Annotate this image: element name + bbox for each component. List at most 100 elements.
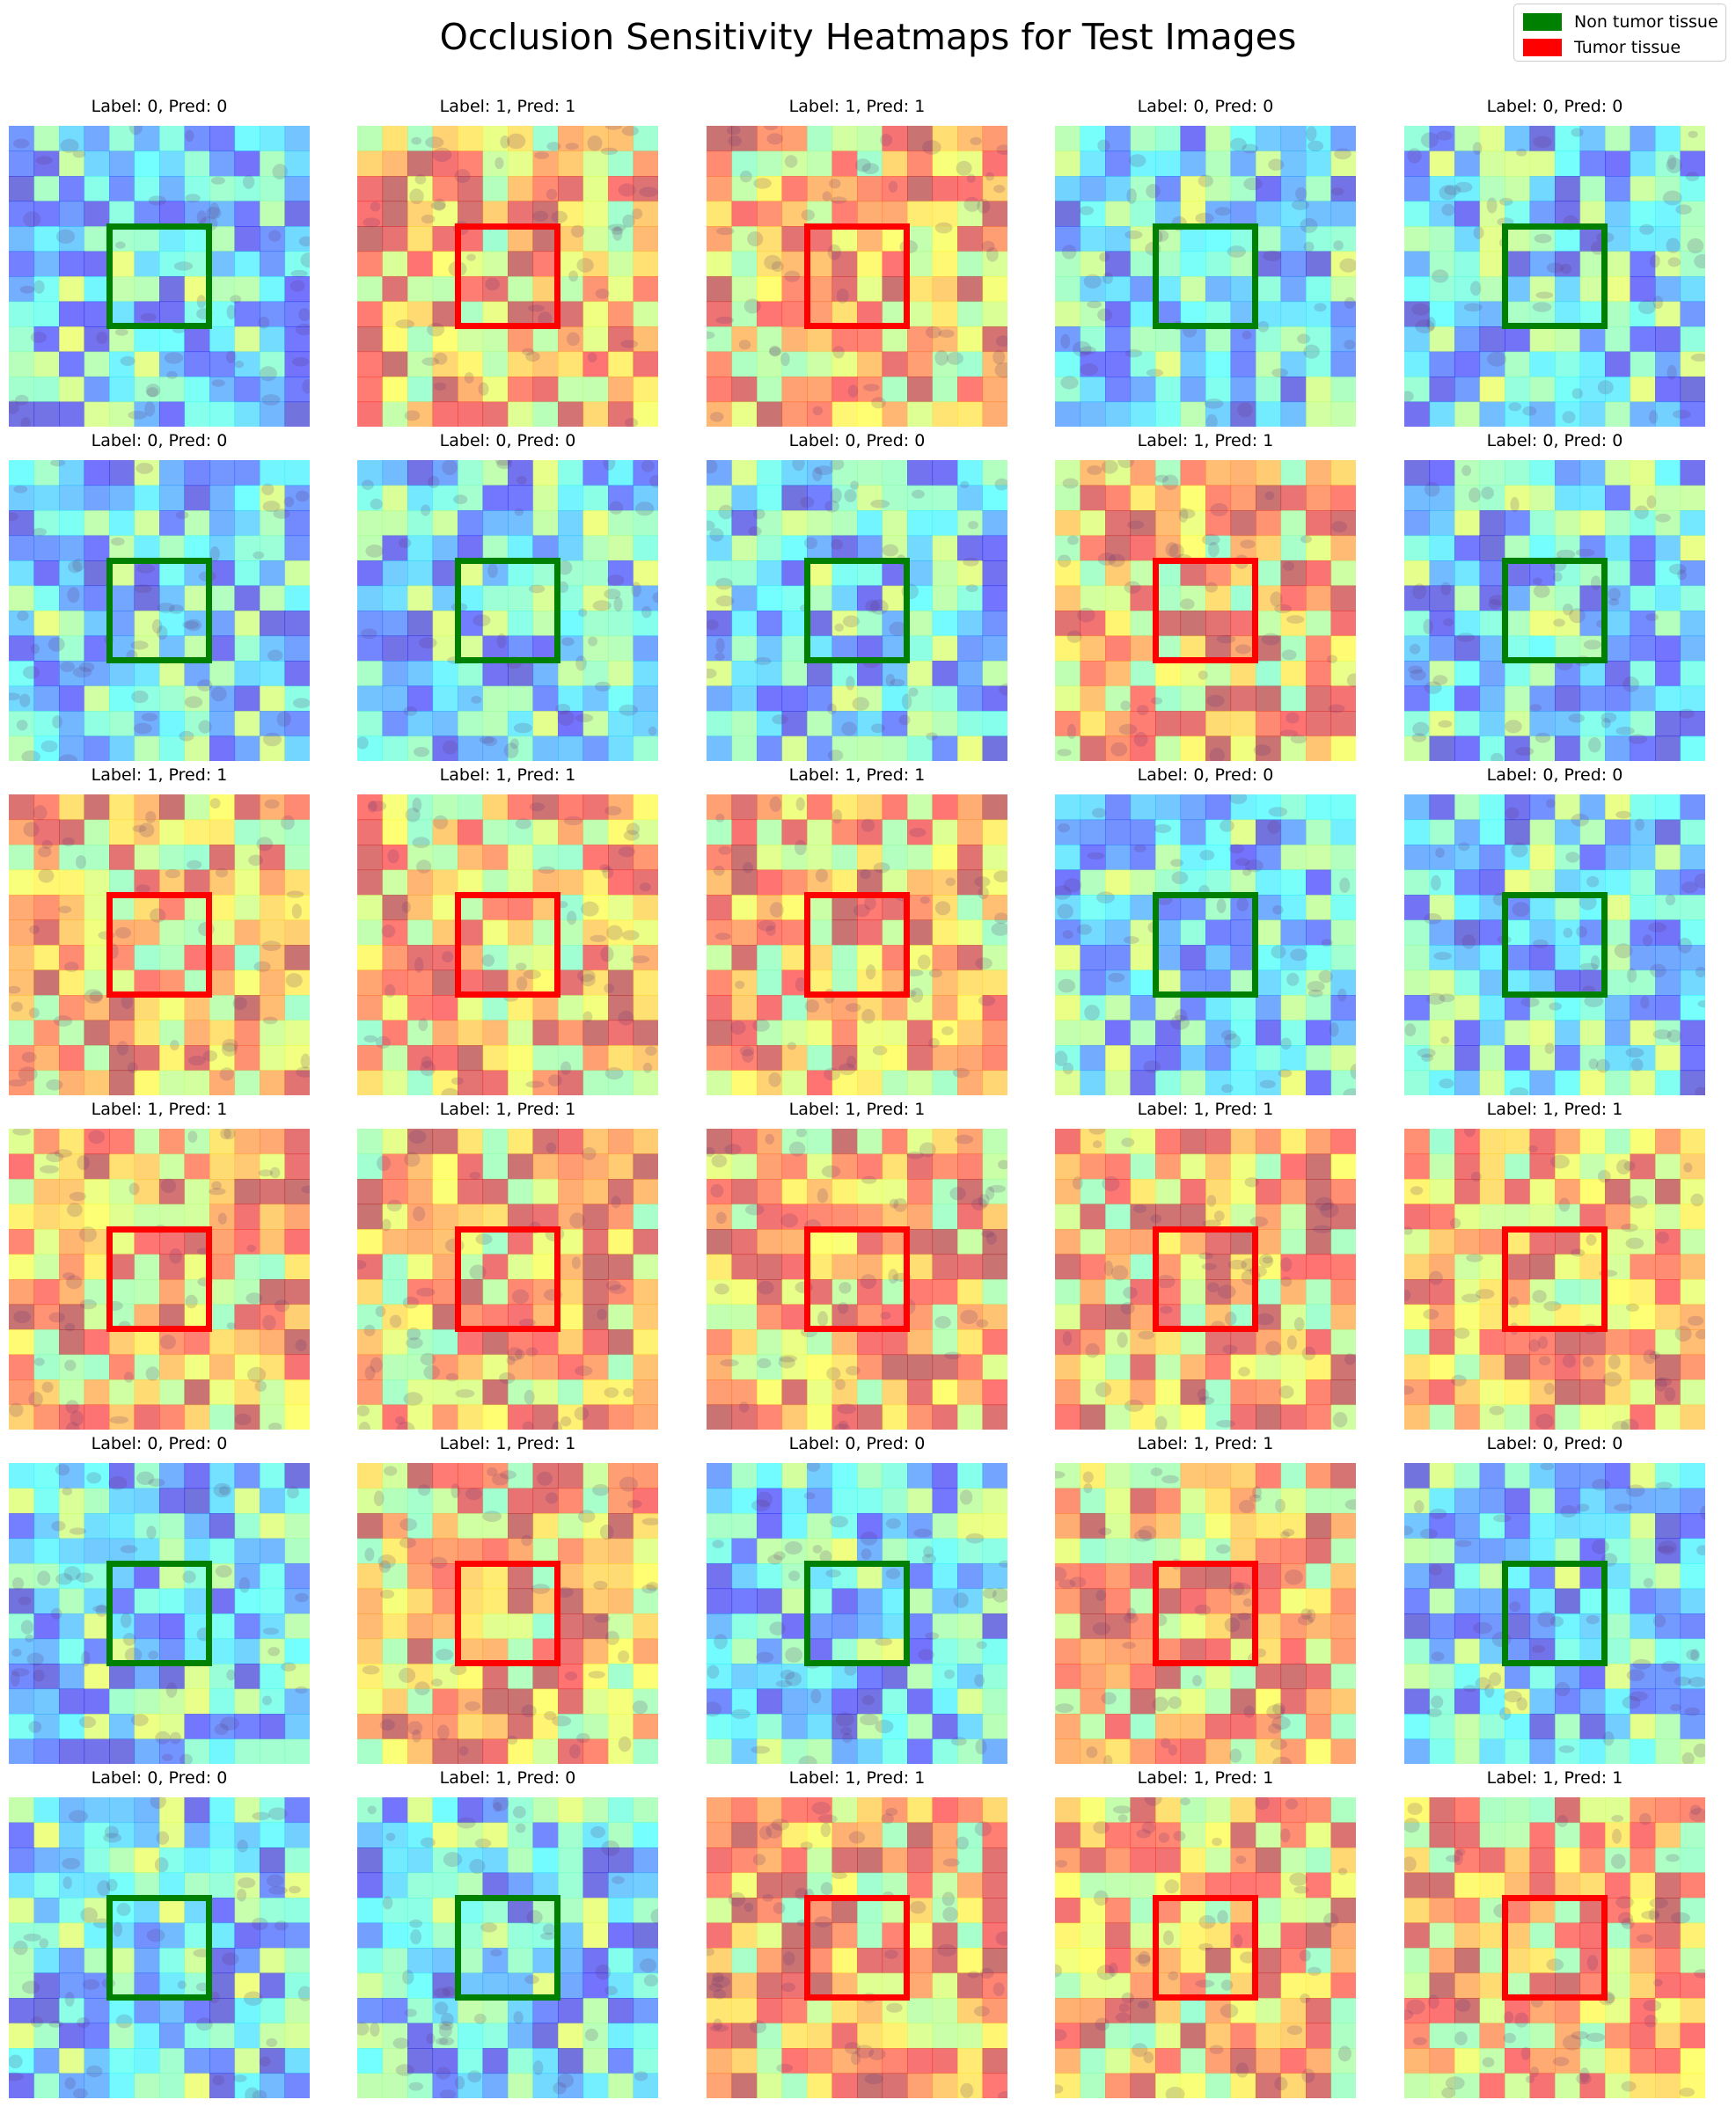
heatmap-image [1055,794,1356,1095]
tissue-nucleus [1612,1421,1630,1430]
heatmap-cell [432,585,458,611]
heatmap-cell [582,1254,609,1280]
heatmap-cell [558,735,584,761]
heatmap-cell [1404,585,1431,611]
tissue-nucleus [511,1289,530,1305]
heatmap-cell [831,1045,858,1072]
heatmap-cell [807,276,833,303]
heatmap-cell [1630,1020,1656,1046]
heatmap-cell [807,1129,833,1155]
heatmap-cell [1105,895,1132,921]
heatmap-cell [508,401,534,427]
tissue-nucleus [893,1197,908,1212]
tissue-nucleus [58,905,72,914]
heatmap-cell [184,1588,210,1614]
heatmap-cell [407,1203,434,1230]
tissue-nucleus [1510,496,1520,513]
tissue-nucleus [79,1299,97,1310]
heatmap-cell [1404,919,1431,946]
tissue-nucleus [148,1650,159,1660]
tissue-nucleus [998,1160,1007,1170]
tissue-nucleus [1423,618,1433,634]
heatmap-cell [382,276,408,303]
heatmap-cell [1605,1229,1631,1255]
heatmap-cell [1256,1404,1282,1430]
heatmap-cell [1630,276,1656,303]
heatmap-cell [1680,485,1705,511]
tissue-nucleus [861,1175,877,1184]
heatmap-cell [1256,1463,1282,1489]
tissue-nucleus [1126,188,1137,204]
heatmap-cell [33,485,60,511]
heatmap-cell [159,1563,186,1590]
heatmap-cell [757,1738,783,1764]
heatmap-cell [731,995,758,1021]
heatmap-cell [1630,819,1656,845]
heatmap-cell [109,1613,136,1640]
heatmap-cell [633,895,658,921]
tissue-nucleus [1126,1607,1136,1620]
heatmap-cell [1055,1664,1081,1690]
heatmap-cell [59,685,85,712]
heatmap-cell [608,377,634,403]
panel-title: Label: 0, Pred: 0 [1137,97,1274,116]
heatmap-cell [159,460,186,487]
heatmap-cell [1605,1153,1631,1180]
tissue-nucleus [428,475,440,488]
heatmap-cell [134,1463,160,1489]
heatmap-cell [458,1179,484,1205]
heatmap-cell [1256,1688,1282,1715]
heatmap-cell [184,585,210,611]
tissue-nucleus [23,822,40,838]
tissue-nucleus [185,618,202,632]
tissue-nucleus [1249,1216,1269,1227]
heatmap-cell [1055,401,1081,427]
heatmap-cell [707,895,733,921]
heatmap-cell [1505,176,1531,202]
heatmap-cell [1680,201,1705,227]
heatmap-cell [558,1354,584,1380]
heatmap-cell [1205,611,1232,637]
heatmap-cell [84,351,110,377]
tissue-nucleus [221,1043,238,1057]
heatmap-cell [781,1179,808,1205]
heatmap-cell [1404,1513,1431,1540]
tissue-nucleus [1261,633,1280,646]
heatmap-cell [432,1045,458,1072]
heatmap-cell [1105,1129,1132,1155]
heatmap-cell [1404,251,1431,277]
tissue-nucleus [38,868,55,883]
heatmap-cell [1180,1638,1206,1664]
tissue-nucleus [1168,1696,1182,1709]
heatmap-cell [209,945,236,971]
heatmap-cell [234,1463,260,1489]
heatmap-cell [1205,869,1232,896]
heatmap-cell [1130,895,1156,921]
heatmap-cell [1404,326,1431,353]
heatmap-cell [1404,794,1431,821]
tissue-nucleus [377,1554,396,1569]
heatmap-cell [260,176,286,202]
tissue-nucleus [157,603,175,613]
heatmap-cell [1055,661,1081,687]
heatmap-cell [582,585,609,611]
heatmap-cell [9,635,35,662]
heatmap-cell [234,1688,260,1715]
heatmap-cell [209,895,236,921]
heatmap-cell [1579,1638,1606,1664]
heatmap-cell [781,301,808,327]
heatmap-cell [33,1329,60,1356]
heatmap-cell [1505,1538,1531,1564]
heatmap-cell [84,326,110,353]
tissue-nucleus [22,666,40,679]
heatmap-cell [1280,1638,1307,1664]
heatmap-cell [159,150,186,177]
heatmap-cell [1404,711,1431,737]
heatmap-cell [1130,1563,1156,1590]
heatmap-cell [209,1045,236,1072]
heatmap-cell [33,1513,60,1540]
tissue-nucleus [1431,874,1441,891]
heatmap-cell [260,1563,286,1590]
heatmap-cell [608,1129,634,1155]
heatmap-cell [1429,945,1455,971]
